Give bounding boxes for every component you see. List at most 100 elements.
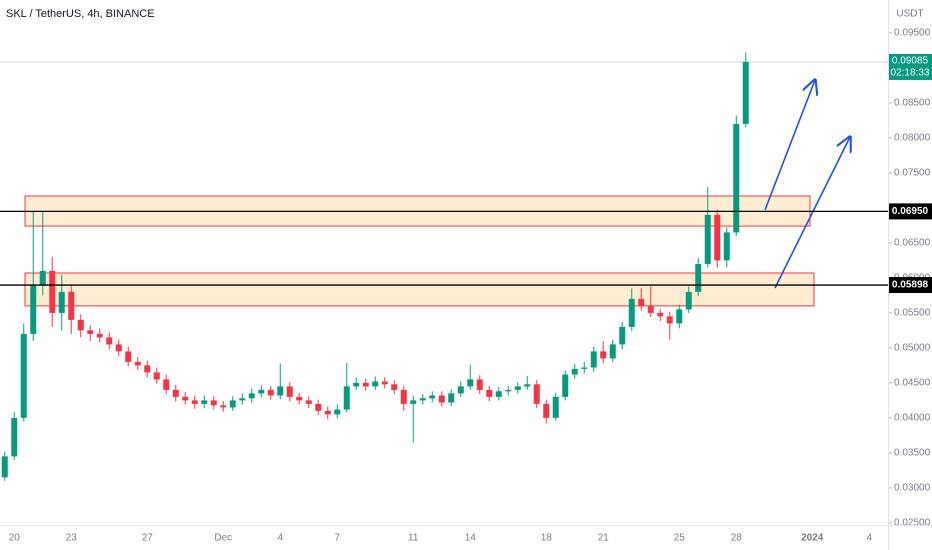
candle-body	[305, 400, 312, 404]
candle-body	[68, 291, 75, 320]
zone	[24, 272, 815, 307]
candle-body	[296, 396, 303, 401]
candle-body	[419, 398, 426, 401]
candle-body	[125, 351, 132, 362]
candles	[1, 52, 749, 481]
x-tick-label: 4	[866, 533, 872, 544]
y-tick-label: 0.05000	[894, 343, 931, 354]
candle-body	[495, 391, 502, 397]
last-price-tag	[889, 53, 932, 80]
x-tick-label: 11	[408, 533, 419, 544]
x-tick-label: 21	[598, 533, 610, 544]
candle-body	[324, 410, 331, 415]
candle-body	[201, 400, 208, 404]
arrow	[764, 80, 815, 211]
y-tick-label: 0.04000	[894, 413, 931, 424]
overlay-layer: 0.02500 0.03000 0.03500 0.04000 0.04500 0.050…	[0, 28, 932, 544]
y-tick-label: 0.02500	[894, 518, 931, 529]
candle-body	[267, 389, 274, 396]
candle-body	[1, 456, 8, 478]
candle-body	[372, 381, 379, 387]
candle-body	[39, 270, 46, 285]
y-tick-label: 0.05500	[894, 308, 931, 319]
candle-body	[628, 298, 635, 327]
chart-title: SKL / TetherUS, 4h, BINANCE	[6, 8, 155, 20]
x-tick-label: 14	[465, 533, 477, 544]
x-tick-label: 18	[541, 533, 553, 544]
candle-body	[362, 382, 369, 387]
candle-body	[666, 316, 673, 324]
y-tick-label: 0.06500	[894, 238, 931, 249]
candle-body	[476, 379, 483, 390]
x-tick-label: 23	[66, 533, 78, 544]
y-tick-label: 0.08000	[894, 133, 931, 144]
candle-body	[600, 351, 607, 359]
candle-body	[334, 409, 341, 415]
candle-body	[514, 386, 521, 390]
candle-body	[353, 382, 360, 387]
candle-body	[448, 393, 455, 403]
level-tag	[889, 277, 932, 294]
candle-body	[581, 367, 588, 369]
candle-body	[438, 395, 445, 403]
candle-body	[742, 61, 749, 124]
candle-body	[163, 379, 170, 390]
candle-body	[220, 405, 227, 408]
candle-body	[562, 374, 569, 397]
candle-body	[638, 298, 645, 306]
candle-body	[505, 389, 512, 392]
candle-body	[714, 214, 721, 261]
arrow	[774, 137, 850, 289]
last-price-label: 0.09085	[892, 56, 929, 67]
candle-body	[571, 368, 578, 375]
currency-label: USDT	[896, 9, 923, 20]
candle-body	[543, 403, 550, 418]
candle-body	[676, 309, 683, 324]
candle-body	[11, 417, 18, 457]
candle-body	[533, 384, 540, 404]
candle-body	[87, 330, 94, 334]
candle-body	[115, 344, 122, 352]
candle-body	[391, 384, 398, 390]
level-label: 0.05898	[892, 280, 929, 291]
x-tick-label: 27	[142, 533, 154, 544]
candle-body	[96, 333, 103, 338]
candle-body	[239, 398, 246, 401]
candle-body	[619, 326, 626, 345]
candle-body	[191, 400, 198, 404]
candle-body	[609, 344, 616, 359]
y-tick-label: 0.07500	[894, 168, 931, 179]
candle-body	[315, 403, 322, 411]
y-tick-label: 0.04500	[894, 378, 931, 389]
candle-body	[647, 305, 654, 313]
y-tick-label: 0.08500	[894, 98, 931, 109]
level-label: 0.06950	[892, 206, 929, 217]
candle-body	[704, 214, 711, 264]
x-tick-label: 4	[277, 533, 283, 544]
candle-body	[30, 284, 37, 334]
candle-body	[172, 389, 179, 397]
countdown: 02:18:33	[891, 68, 930, 79]
y-tick-label: 0.09500	[894, 28, 931, 39]
candle-body	[429, 395, 436, 399]
candle-body	[58, 291, 65, 313]
candle-body	[400, 389, 407, 404]
candle-body	[552, 396, 559, 418]
candle-body	[381, 381, 388, 385]
x-tick-label: 20	[9, 533, 21, 544]
candle-body	[49, 270, 56, 313]
x-tick-label: 2024	[801, 533, 824, 544]
candle-body	[467, 379, 474, 387]
x-tick-label: 28	[731, 533, 743, 544]
candle-body	[20, 333, 27, 418]
candle-body	[248, 393, 255, 399]
candle-body	[590, 351, 597, 368]
candle-body	[695, 263, 702, 292]
candle-body	[410, 400, 417, 404]
candle-body	[77, 319, 84, 331]
x-tick-label: Dec	[214, 533, 232, 544]
candle-body	[343, 386, 350, 410]
candle-body	[733, 123, 740, 233]
